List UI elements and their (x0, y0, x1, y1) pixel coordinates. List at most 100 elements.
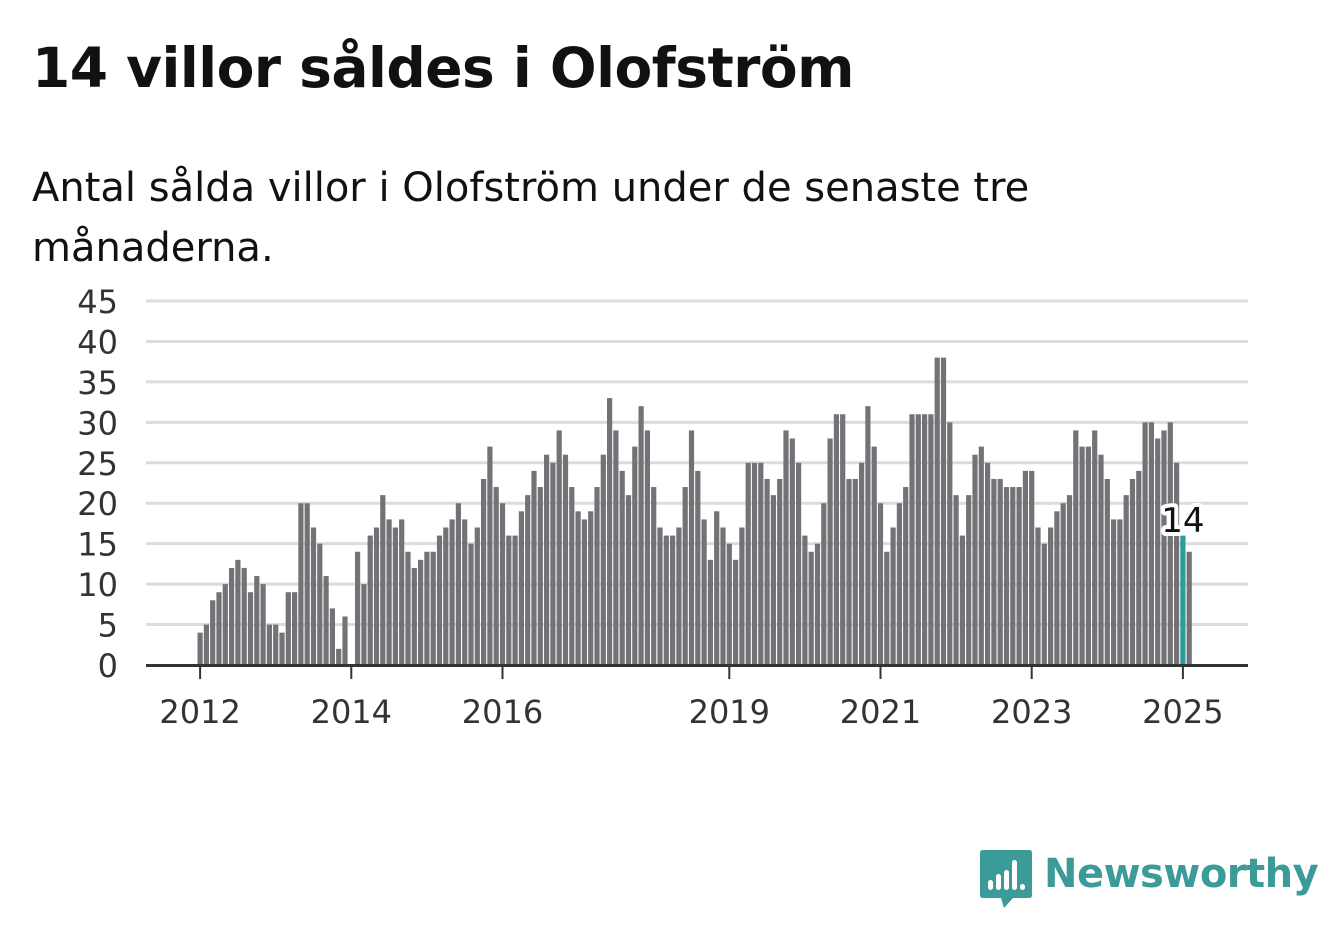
bar (1129, 478, 1136, 665)
bar (1161, 430, 1167, 665)
bar (1104, 478, 1110, 665)
bar (518, 511, 524, 665)
bar (210, 600, 216, 665)
bar (1060, 503, 1066, 665)
page-title: 14 villor såldes i Olofström (32, 36, 854, 100)
bar (726, 543, 732, 665)
bar (537, 487, 543, 665)
bar (997, 478, 1003, 665)
bar (676, 527, 682, 665)
bar (399, 519, 405, 665)
bars (197, 357, 1192, 665)
bar (1092, 430, 1098, 665)
bar (707, 559, 713, 665)
bar (550, 462, 556, 665)
x-tick-label: 2025 (1142, 693, 1223, 731)
bar (613, 430, 619, 665)
bar (235, 559, 241, 665)
bar (733, 559, 739, 665)
bar (903, 487, 909, 665)
bar (1079, 446, 1085, 665)
bar (373, 527, 380, 665)
bar (915, 414, 921, 665)
bar (481, 478, 487, 665)
bar (380, 495, 386, 665)
bar (581, 519, 587, 665)
bar (1148, 422, 1154, 665)
bar (487, 446, 493, 665)
bar (701, 519, 707, 665)
bar (953, 495, 959, 665)
bar (644, 430, 650, 665)
x-tick-label: 2012 (159, 693, 240, 731)
bar (279, 632, 285, 665)
bar (588, 511, 594, 665)
bar (638, 406, 644, 665)
bar (1035, 527, 1041, 665)
bar (833, 414, 839, 665)
bar (355, 551, 361, 665)
bar (947, 422, 953, 665)
bar (619, 470, 625, 665)
bar (909, 414, 915, 665)
bar (241, 567, 247, 665)
bar (1111, 519, 1117, 665)
bar (1054, 511, 1060, 665)
bar (928, 414, 934, 665)
bar (266, 624, 272, 665)
bar (607, 398, 613, 665)
bar (1167, 422, 1173, 665)
bar (846, 478, 852, 665)
bar (197, 632, 203, 665)
y-tick-label: 0 (98, 647, 118, 685)
bar (405, 551, 411, 665)
bar (625, 495, 632, 665)
bar (978, 446, 984, 665)
bar (575, 511, 581, 665)
bar (840, 414, 846, 665)
bar (663, 535, 669, 665)
bar (991, 478, 997, 665)
bar (688, 430, 695, 665)
bar (632, 446, 638, 665)
bar (367, 535, 373, 665)
bar (392, 527, 398, 665)
bar (569, 487, 575, 665)
bar (1186, 551, 1192, 665)
y-tick-label: 35 (77, 364, 118, 402)
bar (1142, 422, 1148, 665)
bar (739, 527, 745, 665)
bar (1003, 487, 1010, 665)
bar (670, 535, 676, 665)
bar (474, 527, 480, 665)
bar (329, 608, 335, 665)
bar (229, 567, 235, 665)
bar (247, 592, 254, 665)
x-axis (146, 664, 1248, 679)
bar (1010, 487, 1016, 665)
y-tick-label: 40 (77, 323, 118, 361)
y-tick-label: 10 (77, 566, 118, 604)
highlight-bar (1180, 535, 1186, 665)
bar (770, 495, 776, 665)
bar (657, 527, 663, 665)
bar (1117, 519, 1123, 665)
bar (777, 478, 783, 665)
bar (720, 527, 726, 665)
y-tick-label: 45 (77, 283, 118, 321)
bar (317, 543, 323, 665)
bar (695, 470, 701, 665)
bar (808, 551, 814, 665)
bar (298, 503, 304, 665)
bar (896, 503, 902, 665)
bar (802, 535, 808, 665)
bar (1085, 446, 1091, 665)
bar (1041, 543, 1047, 665)
bar (386, 519, 392, 665)
bar (1123, 495, 1129, 665)
brand-name: Newsworthy (1044, 851, 1319, 897)
bar (884, 551, 890, 665)
chart-subtitle: Antal sålda villor i Olofström under de … (32, 165, 1030, 271)
